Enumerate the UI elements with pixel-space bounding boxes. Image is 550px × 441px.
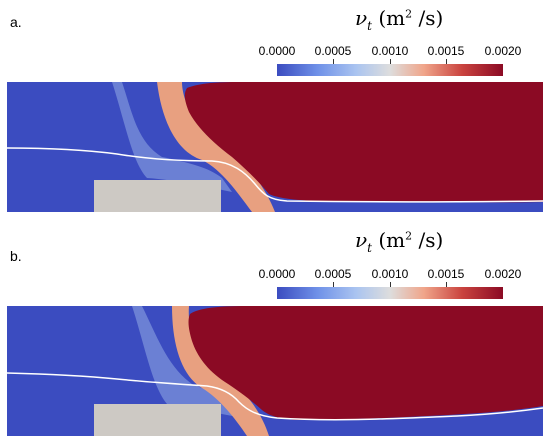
- panel-a-colorbar-title: νt (m2 /s): [355, 6, 444, 33]
- panel-a-tick-4: 0.0020: [484, 44, 522, 58]
- panel-a-tick-mark-2: [390, 59, 391, 64]
- panel-a-obstacle: [94, 180, 221, 212]
- panel-a-viscosity-field: [7, 82, 543, 212]
- panel-b-colorbar-title: νt (m2 /s): [355, 228, 444, 255]
- panel-a-streamline: [7, 147, 543, 203]
- panel-a-label: a.: [10, 14, 22, 30]
- panel-b-tick-2: 0.0010: [371, 267, 409, 281]
- panel-a-tick-0: 0.0000: [258, 44, 296, 58]
- panel-a-tick-2: 0.0010: [371, 44, 409, 58]
- panel-b-streamline: [7, 372, 543, 421]
- panel-b-tick-mark-2: [390, 282, 391, 287]
- panel-b-obstacle: [94, 404, 221, 436]
- panel-b-label: b.: [10, 248, 22, 264]
- panel-a-tick-3: 0.0015: [427, 44, 465, 58]
- panel-a-tick-mark-3: [446, 59, 447, 64]
- panel-b-transition-halo-inner: [172, 306, 269, 436]
- panel-a-transition-halo-inner: [157, 82, 275, 212]
- panel-a-colorbar: [277, 64, 503, 76]
- panel-b-tick-mark-1: [333, 282, 334, 287]
- panel-a-tick-mark-1: [333, 59, 334, 64]
- panel-a-high-viscosity-region: [184, 82, 543, 203]
- panel-b-colorbar: [277, 287, 503, 299]
- panel-b-tick-mark-3: [446, 282, 447, 287]
- panel-b-tick-1: 0.0005: [314, 267, 352, 281]
- panel-a-transition-halo-outer: [112, 82, 232, 192]
- panel-b-transition-halo-outer: [132, 306, 245, 418]
- panel-b-tick-4: 0.0020: [484, 267, 522, 281]
- panel-b-high-viscosity-region: [188, 306, 543, 420]
- panel-a-tick-1: 0.0005: [314, 44, 352, 58]
- panel-b-viscosity-field: [7, 306, 543, 436]
- panel-b-tick-0: 0.0000: [258, 267, 296, 281]
- panel-b-tick-3: 0.0015: [427, 267, 465, 281]
